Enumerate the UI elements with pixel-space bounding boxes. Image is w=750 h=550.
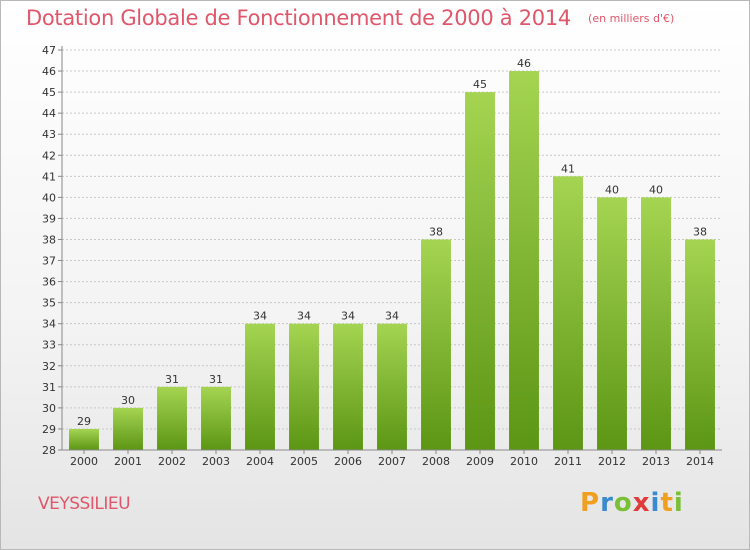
y-tick-label: 35 [42,297,56,310]
bar [509,71,539,450]
y-tick-label: 33 [42,339,56,352]
y-tick-label: 47 [42,44,56,57]
y-tick-label: 43 [42,128,56,141]
y-tick-label: 31 [42,381,56,394]
bar-value-label: 46 [517,57,531,70]
logo-letter: i [650,488,661,518]
bar [333,323,363,450]
bar [201,386,231,450]
bar [597,197,627,450]
bar-value-label: 30 [121,394,135,407]
x-tick-label: 2014 [686,455,714,468]
logo-letter: t [660,488,674,518]
logo-letter: r [600,488,614,518]
bar-value-label: 29 [77,415,91,428]
y-tick-label: 29 [42,423,56,436]
x-tick-label: 2002 [158,455,186,468]
y-tick-label: 44 [42,107,56,120]
y-tick-label: 39 [42,212,56,225]
y-tick-label: 45 [42,86,56,99]
bar-value-label: 45 [473,78,487,91]
bar [289,323,319,450]
y-tick-label: 42 [42,149,56,162]
bar [69,428,99,450]
bar [245,323,275,450]
bar-value-label: 41 [561,162,575,175]
y-tick-label: 32 [42,360,56,373]
x-tick-label: 2010 [510,455,538,468]
x-tick-label: 2000 [70,455,98,468]
x-tick-label: 2001 [114,455,142,468]
bar-value-label: 38 [429,225,443,238]
logo-letter: i [673,488,684,518]
x-tick-label: 2012 [598,455,626,468]
x-tick-label: 2011 [554,455,582,468]
bar-value-label: 34 [385,310,399,323]
x-tick-label: 2006 [334,455,362,468]
x-tick-label: 2013 [642,455,670,468]
y-tick-label: 37 [42,255,56,268]
y-tick-label: 30 [42,402,56,415]
bar [553,176,583,450]
proxiti-logo: Proxiti [580,488,684,518]
x-tick-label: 2008 [422,455,450,468]
logo-letter: x [632,488,651,518]
bar [157,386,187,450]
logo-letter: P [580,488,601,518]
logo-letter: o [613,488,633,518]
y-tick-label: 38 [42,233,56,246]
bar-value-label: 34 [297,310,311,323]
bar-value-label: 38 [693,225,707,238]
bar-value-label: 31 [165,373,179,386]
bar [685,239,715,450]
bar [641,197,671,450]
chart-title: Dotation Globale de Fonctionnement de 20… [26,6,571,30]
y-tick-label: 40 [42,191,56,204]
bar-value-label: 40 [605,183,619,196]
chart-subtitle: (en milliers d'€) [588,12,675,25]
bar [421,239,451,450]
y-tick-label: 28 [42,444,56,457]
y-tick-label: 41 [42,170,56,183]
bar-value-label: 34 [341,310,355,323]
x-tick-label: 2007 [378,455,406,468]
title-row: Dotation Globale de Fonctionnement de 20… [26,6,674,30]
bar [377,323,407,450]
y-tick-label: 34 [42,318,56,331]
bar [113,407,143,450]
x-tick-label: 2003 [202,455,230,468]
y-tick-label: 46 [42,65,56,78]
x-tick-label: 2009 [466,455,494,468]
x-tick-label: 2004 [246,455,274,468]
place-name: VEYSSILIEU [38,494,131,514]
bar-value-label: 34 [253,310,267,323]
x-tick-label: 2005 [290,455,318,468]
bar [465,92,495,451]
bar-value-label: 31 [209,373,223,386]
bar-value-label: 40 [649,183,663,196]
y-tick-label: 36 [42,276,56,289]
